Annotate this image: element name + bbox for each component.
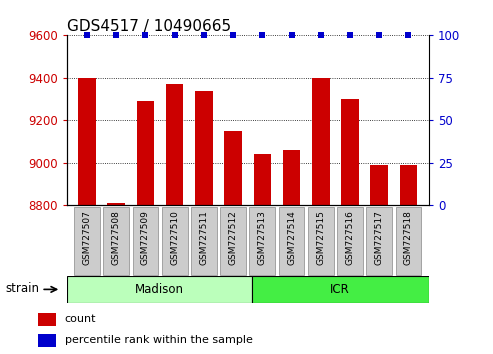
Text: count: count bbox=[65, 314, 96, 324]
Bar bbox=[220, 207, 246, 275]
Text: GSM727510: GSM727510 bbox=[170, 210, 179, 265]
Text: GSM727513: GSM727513 bbox=[258, 210, 267, 265]
Bar bbox=[74, 207, 100, 275]
Bar bbox=[195, 91, 212, 354]
Bar bbox=[283, 150, 300, 354]
Text: GSM727509: GSM727509 bbox=[141, 210, 150, 265]
Bar bbox=[104, 207, 129, 275]
Text: strain: strain bbox=[5, 281, 39, 295]
Bar bbox=[308, 207, 334, 275]
Bar bbox=[166, 84, 183, 354]
Text: GSM727507: GSM727507 bbox=[82, 210, 92, 265]
Text: GSM727508: GSM727508 bbox=[112, 210, 121, 265]
Text: GSM727514: GSM727514 bbox=[287, 210, 296, 265]
Bar bbox=[191, 207, 217, 275]
Bar bbox=[137, 101, 154, 354]
Text: GSM727511: GSM727511 bbox=[199, 210, 209, 265]
Bar bbox=[251, 276, 429, 303]
Text: Madison: Madison bbox=[135, 283, 183, 296]
Bar bbox=[253, 154, 271, 354]
Text: GSM727518: GSM727518 bbox=[404, 210, 413, 265]
Bar bbox=[337, 207, 363, 275]
Text: GSM727515: GSM727515 bbox=[317, 210, 325, 265]
Text: GSM727512: GSM727512 bbox=[229, 210, 238, 265]
Bar bbox=[341, 99, 359, 354]
Bar bbox=[366, 207, 392, 275]
Bar bbox=[133, 207, 158, 275]
Bar bbox=[400, 165, 417, 354]
Bar bbox=[38, 313, 56, 326]
Text: ICR: ICR bbox=[330, 283, 350, 296]
Bar bbox=[78, 78, 96, 354]
Bar bbox=[370, 165, 388, 354]
Text: GSM727517: GSM727517 bbox=[375, 210, 384, 265]
Text: percentile rank within the sample: percentile rank within the sample bbox=[65, 335, 252, 345]
Bar bbox=[279, 207, 304, 275]
Bar bbox=[249, 207, 275, 275]
Text: GSM727516: GSM727516 bbox=[346, 210, 354, 265]
Bar bbox=[38, 334, 56, 347]
Text: GDS4517 / 10490665: GDS4517 / 10490665 bbox=[67, 19, 231, 34]
Bar bbox=[107, 203, 125, 354]
Bar bbox=[224, 131, 242, 354]
Bar bbox=[312, 78, 329, 354]
Bar bbox=[395, 207, 422, 275]
Bar bbox=[67, 276, 251, 303]
Bar bbox=[162, 207, 187, 275]
